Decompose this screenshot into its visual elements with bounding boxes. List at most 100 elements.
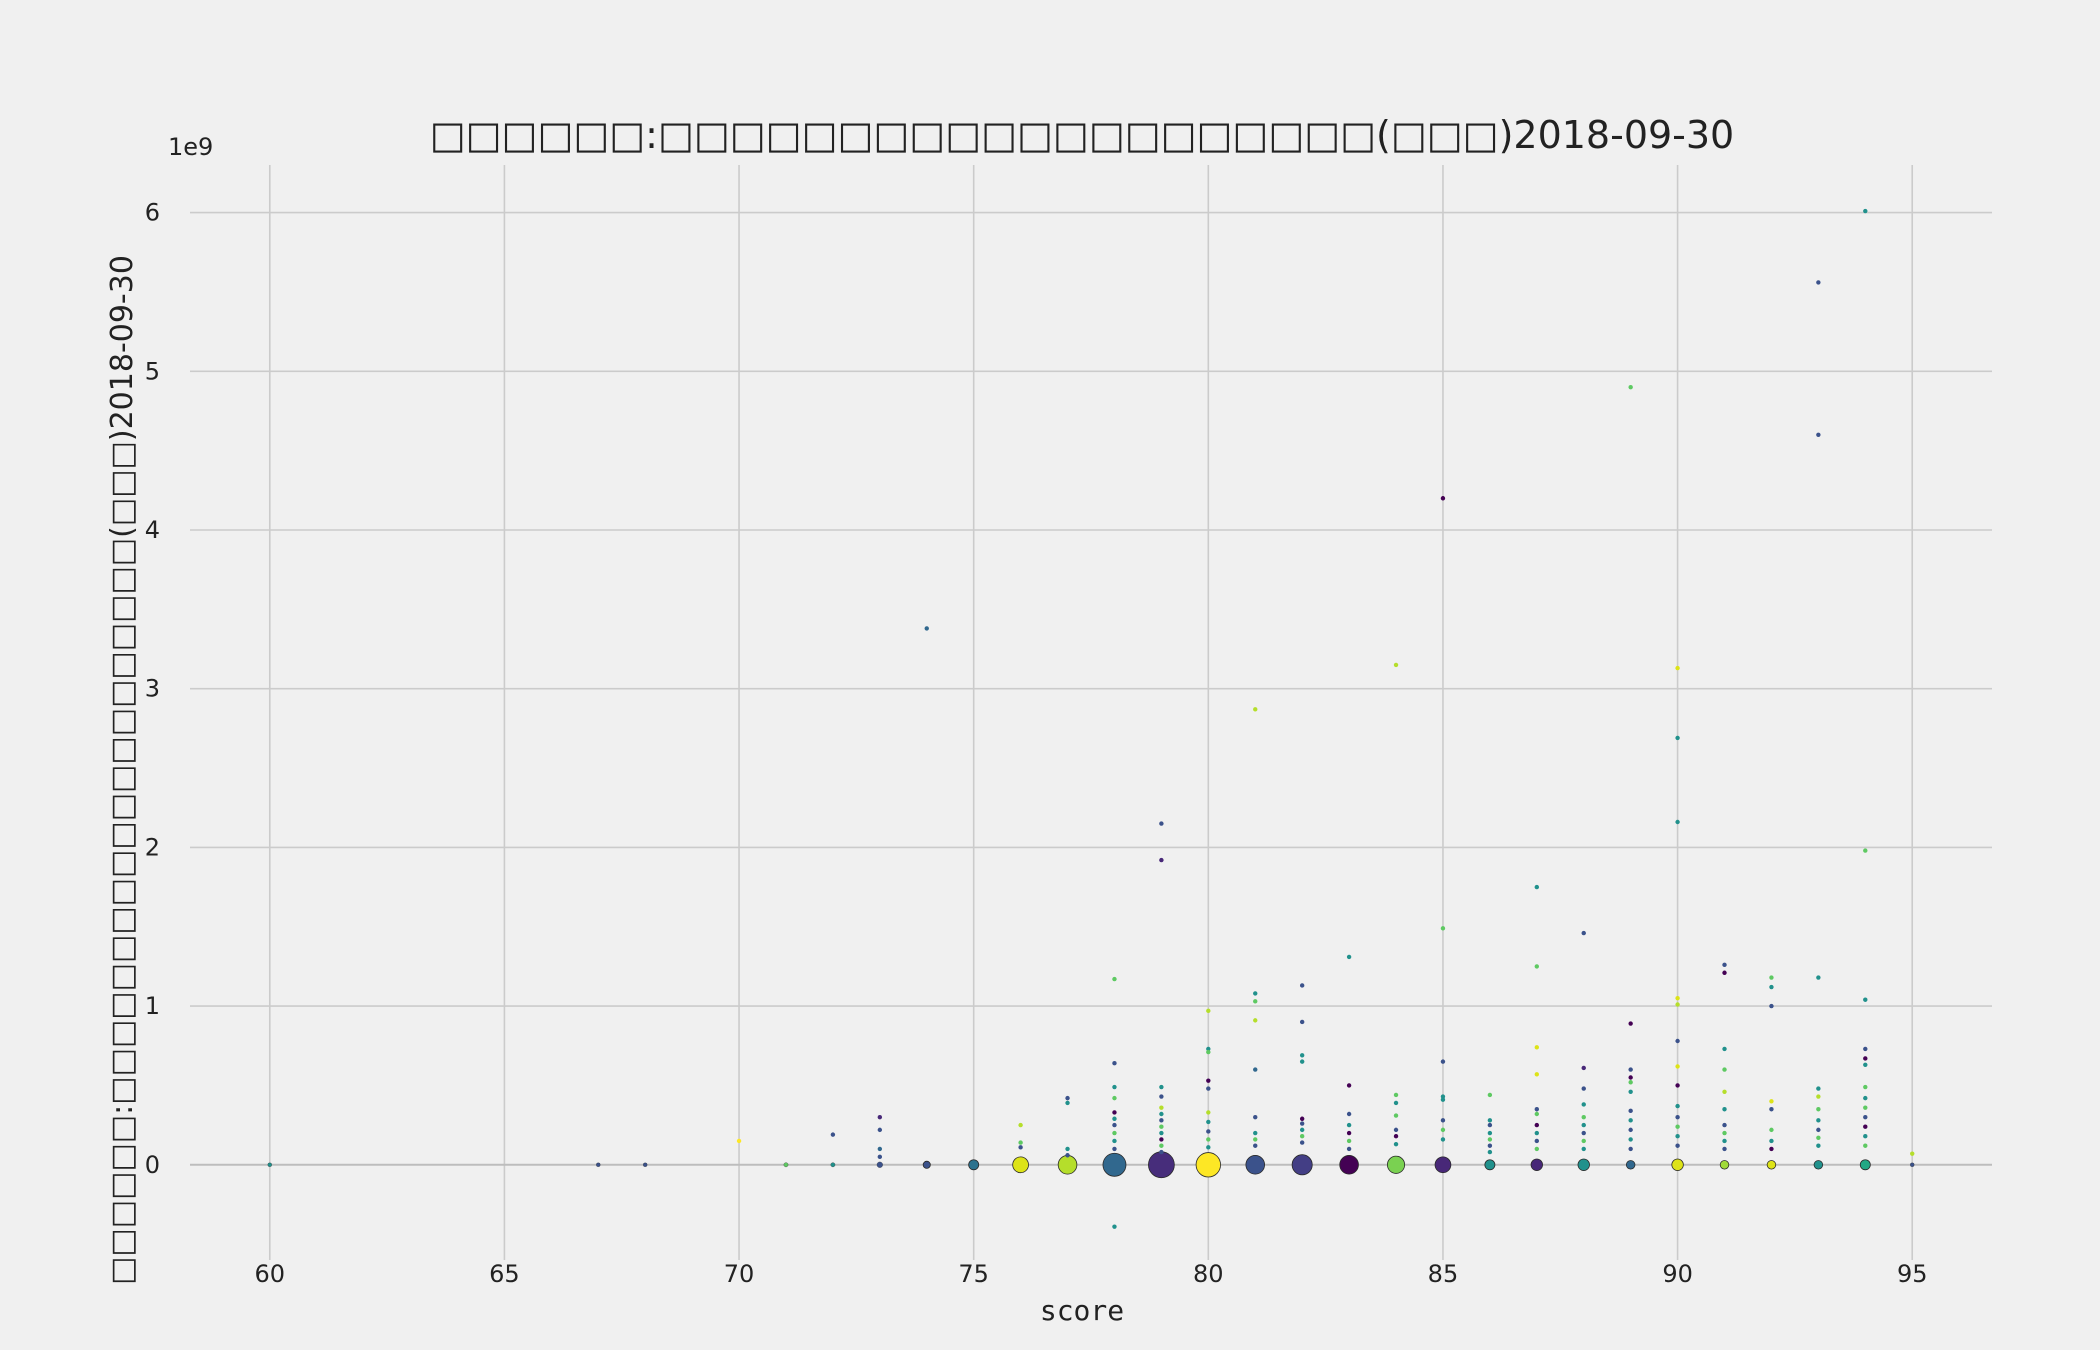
data-point [1487,1149,1493,1155]
data-point [1816,975,1821,980]
data-point [1534,1130,1540,1136]
data-point [877,1114,883,1120]
data-point [1206,1137,1211,1142]
aggregated-point [1434,1156,1452,1174]
data-point [1393,1141,1399,1147]
aggregated-point [1484,1159,1496,1171]
data-point [1112,1061,1117,1066]
data-point [1018,1145,1023,1150]
data-point [1534,1122,1540,1128]
data-point [1816,280,1821,285]
data-point [1863,1124,1868,1129]
data-point [1253,1137,1258,1142]
data-point [1675,1064,1680,1069]
y-tick-label: 6 [145,199,160,227]
data-point [1346,1138,1352,1144]
y-tick-label: 2 [145,833,160,861]
data-point [1534,1072,1540,1077]
data-point [1534,1107,1540,1112]
data-point [1581,930,1586,936]
data-point [1581,1130,1586,1136]
data-point [1206,1110,1211,1115]
data-point [1393,662,1399,668]
data-point [1393,1127,1399,1133]
data-point [1206,1078,1211,1083]
aggregated-point [1245,1155,1266,1175]
data-point [1675,1083,1680,1088]
data-point [1159,857,1164,863]
data-point [1487,1137,1493,1142]
data-point [1487,1143,1493,1148]
data-point [1675,1134,1680,1139]
aggregated-point [1057,1155,1078,1175]
data-point [1299,1140,1305,1145]
data-point [1159,1094,1164,1099]
data-points [267,208,1915,1229]
aggregated-point [1625,1160,1636,1170]
data-point [1581,1086,1586,1091]
data-point [1018,1140,1023,1145]
aggregated-point [1910,1162,1915,1167]
data-point [1769,1138,1774,1144]
data-point [1628,1146,1633,1152]
data-point [1816,432,1821,437]
aggregated-point [1102,1152,1127,1177]
data-point [1628,384,1633,390]
aggregated-point [968,1159,980,1171]
data-point [1534,964,1540,969]
aggregated-point [1339,1155,1359,1175]
gridlines [190,165,1992,1260]
data-point [1159,1149,1164,1155]
data-point [1675,665,1680,671]
data-point [1628,1067,1633,1072]
data-point [1722,1067,1727,1072]
data-point [1534,1138,1540,1144]
y-tick-label: 0 [145,1151,160,1179]
aggregated-point [267,1162,272,1167]
data-point [1910,1151,1915,1156]
x-tick-label: 85 [1428,1260,1459,1288]
data-point [1112,1122,1117,1128]
data-point [1534,1045,1540,1050]
data-point [1722,1146,1727,1152]
data-point [1112,976,1117,982]
data-point [1346,954,1352,960]
data-point [1769,984,1774,990]
data-point [1675,995,1680,1001]
data-point [1863,1046,1868,1052]
data-point [1299,1059,1305,1064]
data-point [1253,1018,1258,1023]
y-axis-offset-label: 1e9 [168,133,213,161]
data-point [1159,1105,1164,1110]
data-point [1112,1224,1117,1229]
data-point [1628,1108,1633,1114]
data-point [877,1127,883,1133]
data-point [830,1132,836,1137]
data-point [1816,1127,1821,1133]
data-point [1581,1138,1586,1144]
x-tick-label: 80 [1193,1260,1224,1288]
data-point [1816,1143,1821,1148]
data-point [1675,1103,1680,1109]
data-point [1628,1080,1633,1085]
data-point [1299,1127,1305,1133]
data-point [1299,1121,1305,1126]
data-point [1863,1062,1868,1068]
data-point [1018,1122,1023,1128]
data-point [1299,1053,1305,1058]
data-point [1065,1095,1070,1101]
data-point [1487,1092,1493,1098]
x-tick-label: 95 [1897,1260,1928,1288]
y-tick-label: 5 [145,357,160,385]
data-point [1440,1094,1446,1099]
data-point [1581,1102,1586,1107]
data-point [1628,1075,1633,1080]
data-point [736,1138,742,1144]
data-point [1299,983,1305,988]
data-point [1863,1056,1868,1061]
y-axis-label: □□□□□□:□□□□□□□□□□□□□□□□□□□□(□□□)2018-09-… [105,255,140,1285]
y-tick-label: 4 [145,516,160,544]
data-point [1393,1100,1399,1106]
data-point [1581,1122,1586,1128]
data-point [1206,1046,1211,1052]
